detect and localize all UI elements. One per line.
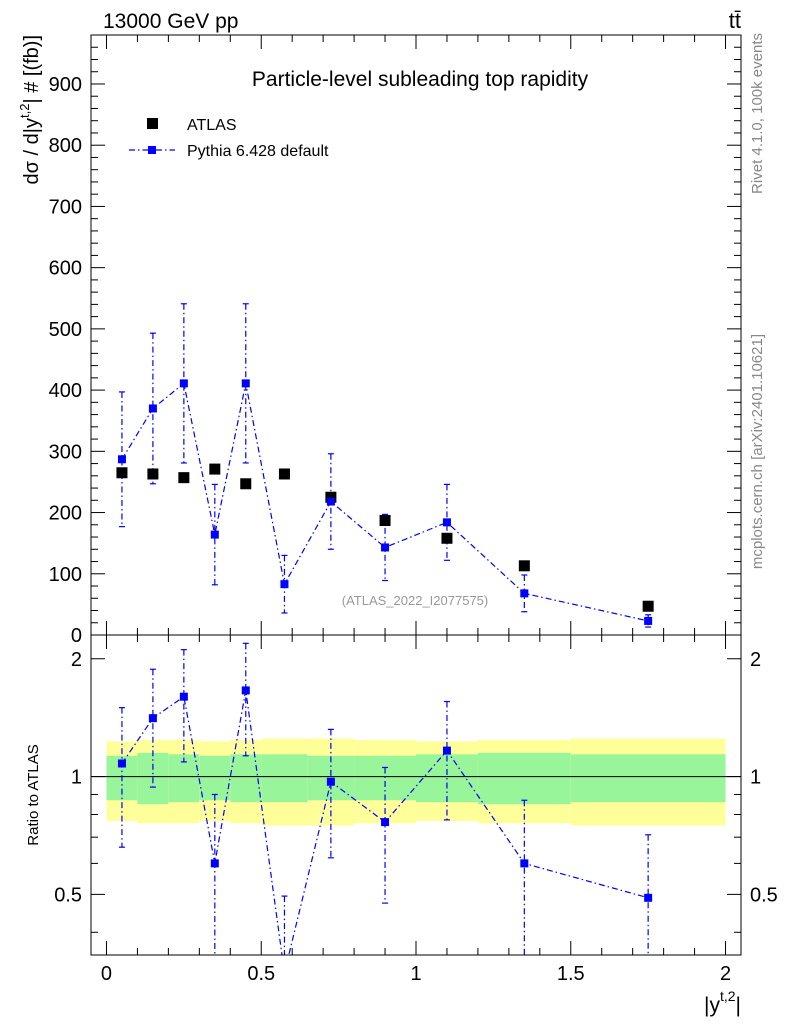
pythia-point bbox=[326, 497, 335, 506]
x-axis-label-text: |y bbox=[704, 994, 720, 1017]
ratio-marks bbox=[117, 642, 653, 955]
atlas-point bbox=[379, 515, 391, 527]
watermark: (ATLAS_2022_I2077575) bbox=[342, 593, 488, 608]
pythia-point bbox=[117, 455, 126, 464]
main-tick-labels: 0 100 200 300 400 500 600 700 800 900 bbox=[49, 74, 82, 647]
pythia-ratio-point bbox=[179, 692, 188, 701]
y-tick-label-main: 500 bbox=[49, 319, 82, 341]
y-tick-label-ratio-right: 2 bbox=[750, 649, 761, 671]
x-axis-label-sup: t,2 bbox=[720, 988, 736, 1004]
pythia-ratio-point bbox=[117, 759, 126, 768]
process-label: tt̄ bbox=[729, 8, 741, 33]
y-tick-label-ratio-left: 0.5 bbox=[54, 884, 82, 906]
legend-pythia-marker bbox=[148, 146, 156, 154]
x-tick-label: 1 bbox=[410, 963, 421, 985]
legend: ATLAS Pythia 6.428 default bbox=[129, 117, 329, 160]
pythia-ratio-point bbox=[520, 859, 529, 868]
energy-label: 13000 GeV pp bbox=[103, 10, 238, 33]
y-tick-label-ratio-left: 1 bbox=[71, 767, 82, 789]
pythia-point bbox=[442, 518, 451, 527]
ratio-band-green bbox=[570, 754, 726, 803]
y-axis-label-main: dσ / d|yt,2| # [(fb)] bbox=[17, 35, 43, 184]
chart-title: Particle-level subleading top rapidity bbox=[252, 68, 589, 91]
pythia-point bbox=[148, 404, 157, 413]
y-tick-label-main: 400 bbox=[49, 380, 82, 402]
pythia-ratio-point bbox=[241, 686, 250, 695]
atlas-point bbox=[278, 468, 290, 480]
atlas-point bbox=[147, 468, 159, 480]
atlas-point bbox=[325, 491, 337, 503]
y-axis-label-main-text: dσ / d|y bbox=[21, 118, 43, 184]
atlas-point bbox=[209, 463, 221, 475]
ratio-band-green bbox=[354, 755, 416, 801]
mcplots-label: mcplots.cern.ch [arXiv:2401.10621] bbox=[749, 334, 766, 569]
ratio-ticks bbox=[91, 635, 741, 955]
atlas-point bbox=[116, 467, 128, 479]
ratio-band-green bbox=[477, 752, 571, 805]
legend-pythia-label: Pythia 6.428 default bbox=[187, 143, 329, 160]
ratio-band-green bbox=[230, 754, 262, 803]
main-panel: 0 100 200 300 400 500 600 700 800 900 Particle-le… bbox=[17, 34, 742, 647]
atlas-point bbox=[240, 478, 252, 490]
y-tick-label-main: 300 bbox=[49, 441, 82, 463]
rivet-label: Rivet 4.1.0, 100k events bbox=[749, 33, 766, 194]
x-axis-label: |yt,2| bbox=[704, 988, 741, 1017]
y-tick-label-main: 600 bbox=[49, 258, 82, 280]
ratio-band-green bbox=[261, 754, 308, 803]
pythia-point bbox=[520, 589, 529, 598]
y-axis-label-main-tail: | # [(fb)] bbox=[21, 35, 43, 104]
pythia-ratio-point bbox=[442, 746, 451, 755]
pythia-ratio-point bbox=[644, 893, 653, 902]
pythia-line bbox=[121, 382, 649, 622]
main-marks bbox=[116, 303, 654, 628]
x-tick-labels: 0 0.5 1 1.5 2 bbox=[101, 963, 731, 985]
main-ticks bbox=[91, 34, 741, 636]
y-tick-label-main: 800 bbox=[49, 135, 82, 157]
x-tick-label: 2 bbox=[720, 963, 731, 985]
pythia-point bbox=[179, 379, 188, 388]
x-tick-label: 1.5 bbox=[557, 963, 585, 985]
pythia-point bbox=[381, 543, 390, 552]
pythia-ratio-point bbox=[326, 777, 335, 786]
x-tick-label: 0 bbox=[101, 963, 112, 985]
y-tick-label-main: 200 bbox=[49, 503, 82, 525]
y-tick-label-main: 100 bbox=[49, 564, 82, 586]
ratio-tick-labels: 0.5 0.5 1 1 2 2 bbox=[54, 649, 778, 907]
pythia-ratio-point bbox=[210, 859, 219, 868]
ratio-band-green bbox=[199, 755, 231, 801]
pythia-point bbox=[644, 616, 653, 625]
pythia-point bbox=[280, 580, 289, 589]
pythia-point bbox=[241, 379, 250, 388]
y-tick-label-ratio-right: 0.5 bbox=[750, 884, 778, 906]
atlas-point bbox=[441, 532, 453, 544]
y-tick-label-ratio-right: 1 bbox=[750, 767, 761, 789]
pythia-ratio-point bbox=[148, 714, 157, 723]
y-tick-label-main: 900 bbox=[49, 74, 82, 96]
y-tick-label-main: 0 bbox=[71, 625, 82, 647]
legend-atlas-marker bbox=[147, 118, 158, 129]
pythia-ratio-point bbox=[381, 818, 390, 827]
pythia-point bbox=[210, 530, 219, 539]
y-axis-label-main-sup: t,2 bbox=[17, 104, 32, 118]
x-axis-label-tail: | bbox=[736, 994, 741, 1017]
y-tick-label-main: 700 bbox=[49, 196, 82, 218]
legend-atlas-label: ATLAS bbox=[187, 117, 237, 134]
x-tick-label: 0.5 bbox=[247, 963, 275, 985]
y-axis-label-ratio: Ratio to ATLAS bbox=[25, 744, 42, 845]
y-tick-label-ratio-left: 2 bbox=[71, 649, 82, 671]
ratio-panel: 0.5 0.5 1 1 2 2 Ratio to ATLAS bbox=[25, 634, 778, 956]
atlas-point bbox=[178, 472, 190, 484]
atlas-point bbox=[642, 600, 654, 612]
atlas-point bbox=[518, 560, 530, 572]
